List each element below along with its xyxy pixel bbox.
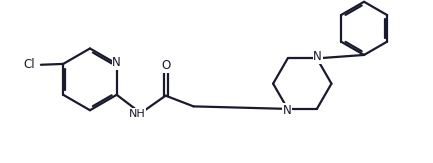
Text: NH: NH — [129, 109, 145, 119]
Text: N: N — [282, 104, 291, 117]
Text: N: N — [313, 50, 322, 63]
Text: N: N — [112, 56, 121, 69]
Text: Cl: Cl — [23, 58, 35, 71]
Text: O: O — [161, 59, 170, 72]
